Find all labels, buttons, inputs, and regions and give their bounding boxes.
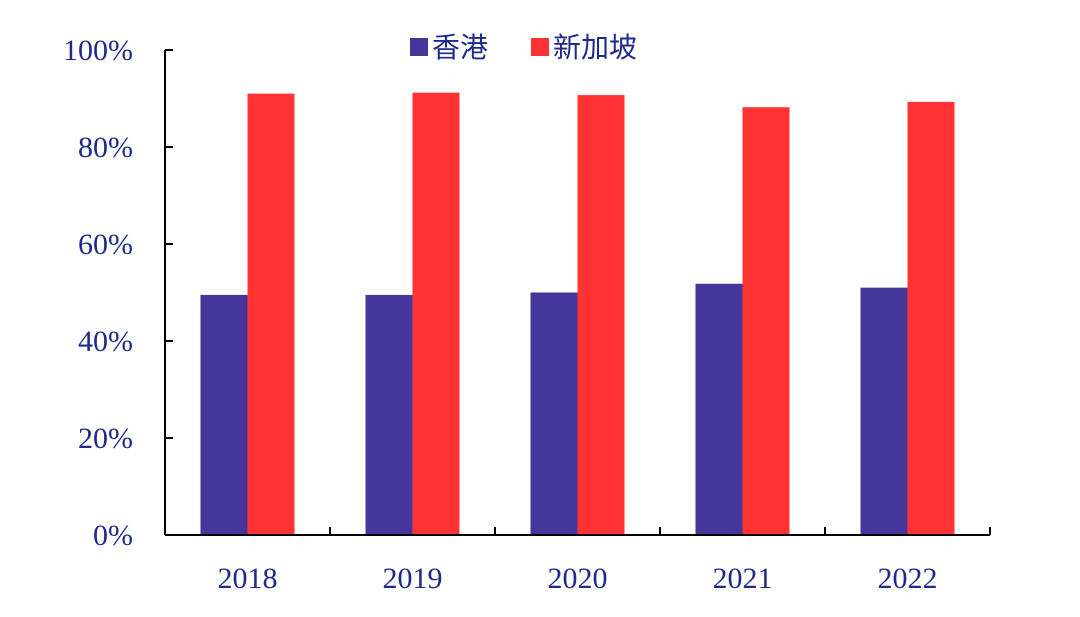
bar-2019-series-0	[365, 294, 413, 535]
y-tick-label: 60%	[78, 228, 133, 261]
legend: 香港 新加坡	[410, 31, 637, 64]
y-tick-label: 80%	[78, 131, 133, 164]
y-axis: 0% 20% 40% 60% 80% 100%	[63, 34, 173, 552]
bar-2020-series-0	[530, 292, 578, 535]
legend-label: 香港	[432, 31, 488, 64]
x-tick-label: 2021	[713, 562, 773, 595]
legend-swatch	[531, 38, 549, 56]
bar-2021-series-0	[695, 283, 743, 535]
legend-swatch	[410, 38, 428, 56]
bar-2020-series-1	[577, 95, 625, 535]
y-tick-label: 100%	[63, 34, 133, 67]
y-tick-label: 20%	[78, 422, 133, 455]
x-tick-label: 2019	[383, 562, 443, 595]
x-tick-label: 2020	[548, 562, 608, 595]
bar-2019-series-1	[412, 92, 460, 536]
bars	[200, 92, 955, 536]
bar-2022-series-0	[860, 287, 908, 535]
bar-2018-series-0	[200, 294, 248, 535]
bar-2021-series-1	[742, 107, 790, 535]
bar-2022-series-1	[907, 101, 955, 536]
x-axis: 2018 2019 2020 2021 2022	[164, 527, 991, 595]
bar-2018-series-1	[247, 93, 295, 536]
x-tick-label: 2022	[878, 562, 938, 595]
y-tick-label: 40%	[78, 325, 133, 358]
legend-label: 新加坡	[553, 31, 637, 64]
y-tick-label: 0%	[93, 519, 133, 552]
x-tick-label: 2018	[218, 562, 278, 595]
